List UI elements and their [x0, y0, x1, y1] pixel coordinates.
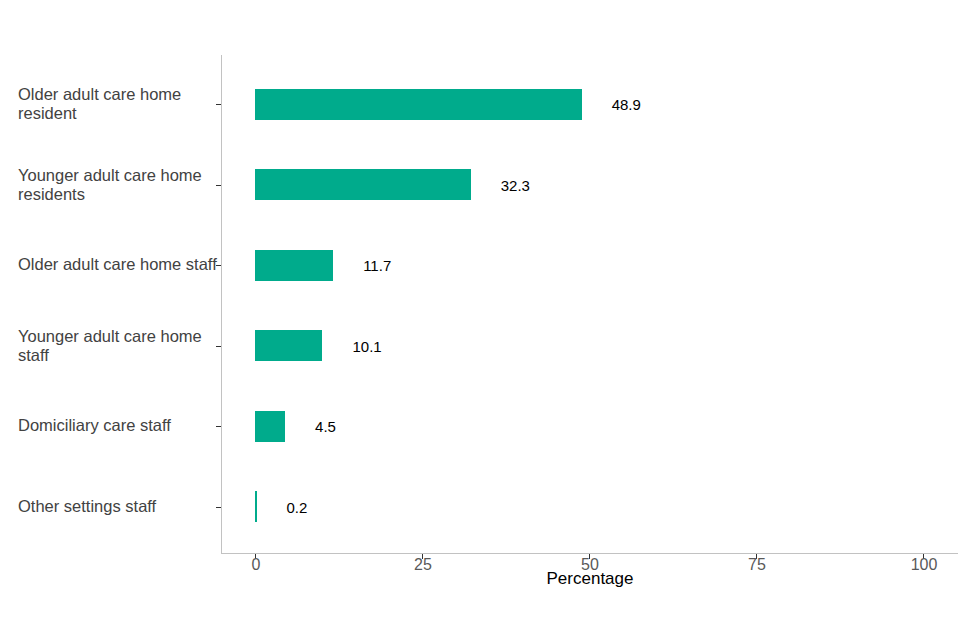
x-axis-tick-label: 25	[393, 556, 453, 574]
y-axis-tick	[216, 104, 221, 105]
category-label: Younger adult care home residents	[18, 165, 233, 204]
category-label: Younger adult care home staff	[18, 326, 233, 365]
y-axis-tick	[216, 507, 221, 508]
bar	[255, 250, 333, 281]
bar	[255, 169, 471, 200]
bar-value-label: 32.3	[501, 176, 530, 193]
bar-chart: Older adult care home resident 48.9 Younge…	[0, 0, 960, 640]
x-axis-tick-label: 75	[727, 556, 787, 574]
bar	[255, 89, 582, 120]
bar-value-label: 48.9	[612, 96, 641, 113]
bar-value-label: 11.7	[363, 257, 391, 274]
category-label: Other settings staff	[18, 497, 233, 516]
y-axis-tick	[216, 426, 221, 427]
bar	[255, 491, 257, 522]
bar-value-label: 10.1	[352, 337, 381, 354]
bar-value-label: 4.5	[315, 418, 336, 435]
bar	[255, 330, 322, 361]
category-label: Older adult care home staff	[18, 255, 233, 274]
category-label: Domiciliary care staff	[18, 416, 233, 435]
category-label: Older adult care home resident	[18, 85, 233, 124]
y-axis-tick	[216, 346, 221, 347]
y-axis-tick	[216, 185, 221, 186]
bar	[255, 411, 285, 442]
x-axis-tick-label: 0	[226, 556, 286, 574]
x-axis-tick-label: 100	[894, 556, 954, 574]
bar-value-label: 0.2	[287, 498, 308, 515]
y-axis-tick	[216, 265, 221, 266]
y-axis-line	[221, 55, 222, 553]
x-axis-title: Percentage	[490, 569, 690, 589]
